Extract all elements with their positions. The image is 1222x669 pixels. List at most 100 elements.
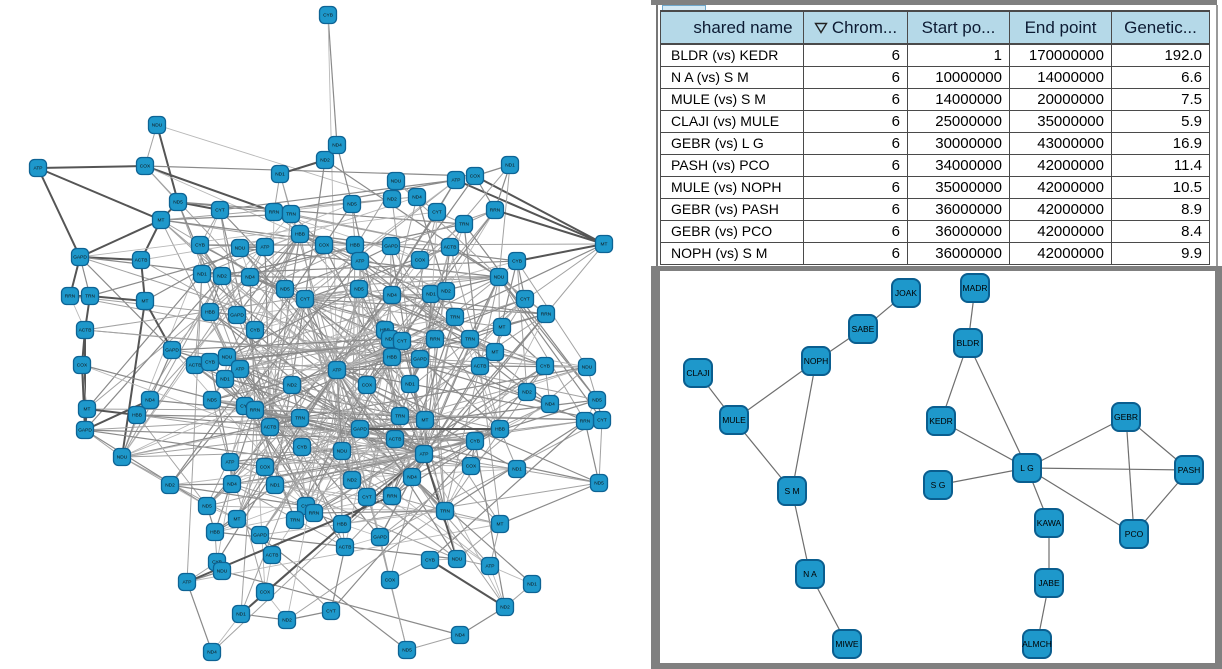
svg-text:COX: COX (466, 464, 477, 470)
svg-text:ND4: ND4 (145, 398, 155, 404)
svg-text:ACTB: ACTB (189, 363, 202, 369)
svg-text:CYT: CYT (597, 418, 607, 424)
svg-text:ND2: ND2 (165, 483, 175, 489)
svg-text:ALMCH: ALMCH (1022, 639, 1052, 649)
svg-text:ACTB: ACTB (339, 545, 352, 551)
svg-text:CYB: CYB (205, 360, 215, 366)
svg-text:ND4: ND4 (387, 293, 397, 299)
svg-text:COX: COX (77, 363, 88, 369)
svg-text:MT: MT (84, 407, 91, 413)
svg-text:ND5: ND5 (207, 398, 217, 404)
svg-text:ND2: ND2 (287, 383, 297, 389)
svg-text:ATP: ATP (261, 245, 270, 251)
svg-text:JOAK: JOAK (895, 288, 918, 298)
svg-text:TRN: TRN (85, 294, 95, 300)
svg-text:HBB: HBB (350, 243, 360, 249)
svg-text:HBB: HBB (387, 355, 397, 361)
svg-text:MT: MT (142, 299, 149, 305)
svg-text:NDU: NDU (452, 557, 463, 563)
svg-text:ND5: ND5 (594, 481, 604, 487)
svg-text:ND5: ND5 (354, 287, 364, 293)
svg-text:TRN: TRN (286, 212, 296, 218)
svg-text:ACTB: ACTB (135, 258, 148, 264)
svg-text:CYT: CYT (326, 609, 336, 615)
svg-text:RRN: RRN (269, 210, 280, 216)
svg-text:S M: S M (784, 486, 799, 496)
svg-text:ATP: ATP (236, 367, 245, 373)
svg-text:JABE: JABE (1038, 578, 1060, 588)
svg-text:ND2: ND2 (282, 618, 292, 624)
svg-text:ND4: ND4 (412, 195, 422, 201)
svg-text:MT: MT (492, 350, 499, 356)
svg-text:TRN: TRN (290, 518, 300, 524)
svg-text:ND5: ND5 (202, 504, 212, 510)
svg-text:ATP: ATP (333, 368, 342, 374)
svg-text:RRN: RRN (430, 337, 441, 343)
svg-text:NDU: NDU (235, 246, 246, 252)
svg-text:MT: MT (158, 218, 165, 224)
svg-text:CYT: CYT (520, 297, 530, 303)
svg-text:PCO: PCO (1125, 529, 1144, 539)
svg-text:ND5: ND5 (280, 287, 290, 293)
svg-text:NDU: NDU (217, 569, 228, 575)
svg-text:ND5: ND5 (592, 398, 602, 404)
svg-text:ND2: ND2 (500, 605, 510, 611)
svg-text:ND2: ND2 (347, 478, 357, 484)
svg-text:HBB: HBB (495, 427, 505, 433)
svg-text:ND1: ND1 (505, 163, 515, 169)
svg-text:NDU: NDU (582, 365, 593, 371)
svg-text:NDU: NDU (152, 123, 163, 129)
svg-text:GAPD: GAPD (373, 535, 387, 541)
svg-text:ND4: ND4 (207, 650, 217, 656)
svg-text:ND1: ND1 (405, 382, 415, 388)
svg-text:ND1: ND1 (527, 582, 537, 588)
svg-text:HBB: HBB (205, 310, 215, 316)
svg-text:TRN: TRN (465, 337, 475, 343)
svg-text:CYT: CYT (362, 495, 372, 501)
svg-text:ND1: ND1 (220, 377, 230, 383)
svg-text:ACTB: ACTB (264, 425, 277, 431)
svg-text:RRN: RRN (490, 208, 501, 214)
svg-text:ND1: ND1 (426, 292, 436, 298)
svg-text:CYB: CYB (540, 364, 550, 370)
svg-text:KAWA: KAWA (1037, 518, 1062, 528)
svg-text:COX: COX (260, 465, 271, 471)
svg-text:ATP: ATP (356, 259, 365, 265)
svg-text:ND2: ND2 (522, 390, 532, 396)
svg-text:CYT: CYT (300, 297, 310, 303)
svg-text:BLDR: BLDR (957, 338, 980, 348)
svg-text:ND1: ND1 (512, 467, 522, 473)
svg-text:HBB: HBB (132, 413, 142, 419)
svg-text:ND2: ND2 (441, 289, 451, 295)
svg-text:GAPD: GAPD (384, 244, 398, 250)
svg-text:MULE: MULE (722, 415, 746, 425)
svg-text:MT: MT (497, 522, 504, 528)
svg-text:KEDR: KEDR (929, 416, 953, 426)
svg-text:MT: MT (499, 325, 506, 331)
svg-text:ND2: ND2 (387, 197, 397, 203)
svg-text:COX: COX (362, 383, 373, 389)
svg-text:MT: MT (601, 242, 608, 248)
svg-text:MT: MT (422, 418, 429, 424)
svg-text:MADR: MADR (962, 283, 987, 293)
svg-text:TRN: TRN (450, 315, 460, 321)
svg-text:ND4: ND4 (245, 275, 255, 281)
svg-text:COX: COX (260, 590, 271, 596)
svg-text:ND5: ND5 (347, 202, 357, 208)
svg-text:ND1: ND1 (275, 172, 285, 178)
svg-text:ND1: ND1 (270, 483, 280, 489)
svg-text:CYB: CYB (195, 243, 205, 249)
svg-text:ACTB: ACTB (444, 245, 457, 251)
svg-text:CYT: CYT (432, 210, 442, 216)
svg-text:HBB: HBB (295, 232, 305, 238)
svg-text:CYB: CYB (470, 439, 480, 445)
svg-text:ND5: ND5 (402, 648, 412, 654)
svg-text:RRN: RRN (541, 312, 552, 318)
svg-text:ND5: ND5 (385, 337, 395, 343)
svg-text:ATP: ATP (226, 460, 235, 466)
svg-text:ND5: ND5 (173, 200, 183, 206)
svg-text:NDU: NDU (337, 449, 348, 455)
svg-text:NDU: NDU (222, 355, 233, 361)
svg-text:ATP: ATP (420, 452, 429, 458)
svg-text:RRN: RRN (309, 511, 320, 517)
